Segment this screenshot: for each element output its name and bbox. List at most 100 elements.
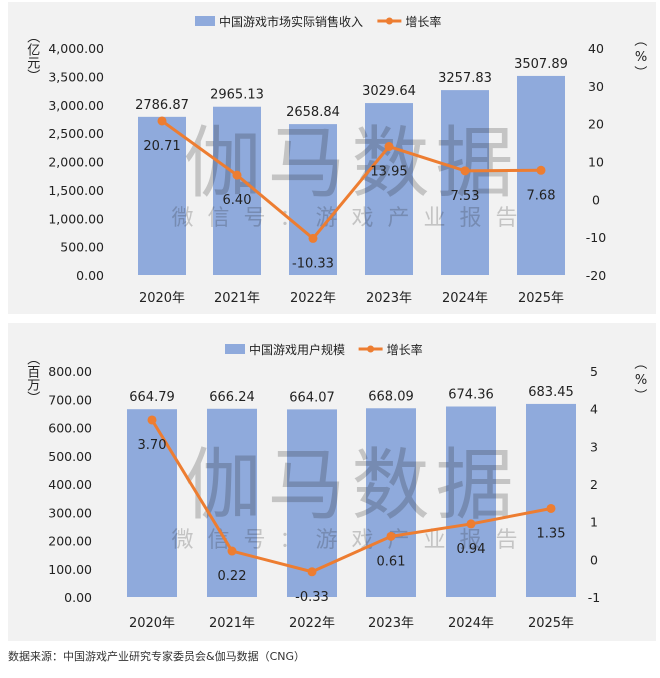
growth-rate-label: 1.35 xyxy=(537,526,566,541)
left-axis-tick: 500.00 xyxy=(60,240,104,255)
bar xyxy=(446,406,496,597)
x-axis-tick: 2025年 xyxy=(518,291,564,306)
bar-value-label: 2965.13 xyxy=(210,88,264,103)
left-axis-tick: 600.00 xyxy=(48,421,92,436)
x-axis-tick: 2024年 xyxy=(442,291,488,306)
left-axis-tick: 400.00 xyxy=(48,477,92,492)
growth-rate-label: 7.68 xyxy=(527,188,556,203)
legend-bar-swatch xyxy=(195,16,215,26)
bar-value-label: 3029.64 xyxy=(362,84,416,99)
growth-rate-label: 0.94 xyxy=(457,542,486,557)
bar xyxy=(138,116,186,276)
x-axis-tick: 2020年 xyxy=(139,291,185,306)
growth-rate-point xyxy=(308,233,318,243)
growth-rate-point xyxy=(384,142,394,152)
growth-rate-point xyxy=(386,531,396,541)
growth-rate-label: 6.40 xyxy=(223,193,252,208)
right-axis-unit: % xyxy=(635,373,647,388)
bar xyxy=(289,124,337,275)
legend-bar-swatch xyxy=(225,344,245,354)
x-axis-tick: 2021年 xyxy=(214,291,260,306)
bar xyxy=(517,75,565,275)
growth-rate-point xyxy=(232,170,242,180)
right-axis-unit: % xyxy=(635,50,647,65)
bar xyxy=(366,408,416,597)
growth-rate-point xyxy=(307,567,317,577)
right-axis-tick: 20 xyxy=(588,117,604,132)
growth-rate-label: 7.53 xyxy=(451,189,480,204)
growth-rate-label: 13.95 xyxy=(370,165,407,180)
growth-rate-line xyxy=(150,419,552,574)
left-axis-tick: 0.00 xyxy=(76,268,104,283)
bar-value-label: 2658.84 xyxy=(286,105,340,120)
x-axis-tick: 2020年 xyxy=(129,616,175,631)
right-axis-tick: 3 xyxy=(590,439,598,454)
right-axis-tick: 5 xyxy=(590,364,598,379)
legend-line-marker xyxy=(367,345,375,353)
growth-rate-label: 20.71 xyxy=(143,139,180,154)
growth-rate-point xyxy=(466,519,476,529)
right-axis-tick: 1 xyxy=(590,515,598,530)
right-axis-tick: 40 xyxy=(588,41,604,56)
right-axis-tick: 4 xyxy=(590,402,598,417)
right-axis-unit: （ xyxy=(632,356,647,369)
bar xyxy=(526,403,576,597)
source-note: 数据来源：中国游戏产业研究专家委员会&伽马数据（CNG） xyxy=(8,650,306,663)
growth-rate-label: 3.70 xyxy=(138,438,167,453)
left-axis-tick: 300.00 xyxy=(48,505,92,520)
left-axis-tick: 800.00 xyxy=(48,364,92,379)
left-axis-tick: 500.00 xyxy=(48,449,92,464)
bar-value-label: 664.07 xyxy=(289,390,335,405)
growth-rate-point xyxy=(157,116,167,126)
bar-value-label: 668.09 xyxy=(368,389,414,404)
bar xyxy=(441,90,489,275)
bar-value-label: 674.36 xyxy=(448,387,494,402)
left-axis-tick: 3,500.00 xyxy=(48,69,104,84)
right-axis-tick: 30 xyxy=(588,79,604,94)
growth-rate-point xyxy=(460,166,470,176)
x-axis-tick: 2025年 xyxy=(528,616,574,631)
left-axis-tick: 4,000.00 xyxy=(48,41,104,56)
right-axis-tick: -10 xyxy=(586,230,606,245)
watermark-main: 伽马数据 xyxy=(183,441,519,531)
right-axis-tick: -20 xyxy=(586,268,606,283)
bar-value-label: 664.79 xyxy=(129,390,175,405)
right-axis-tick: 10 xyxy=(588,155,604,170)
right-axis-unit: （ xyxy=(632,33,647,46)
left-axis-unit: （亿元） xyxy=(24,30,40,82)
bar-value-label: 666.24 xyxy=(209,390,255,405)
right-axis-tick: 0 xyxy=(590,552,598,567)
right-axis-tick: 0 xyxy=(592,192,600,207)
right-axis-unit: ） xyxy=(632,65,647,78)
x-axis-tick: 2022年 xyxy=(290,291,336,306)
growth-rate-label: -10.33 xyxy=(292,256,334,271)
growth-rate-label: 0.22 xyxy=(218,569,247,584)
left-axis-unit: （百万） xyxy=(24,352,40,404)
growth-rate-line xyxy=(161,119,542,240)
bar xyxy=(365,103,413,275)
left-axis-tick: 2,500.00 xyxy=(48,126,104,141)
growth-rate-point xyxy=(546,503,556,513)
x-axis-tick: 2021年 xyxy=(209,616,255,631)
growth-rate-point xyxy=(227,546,237,556)
bar xyxy=(207,408,257,597)
right-axis-unit: ） xyxy=(632,388,647,401)
bar-value-label: 3257.83 xyxy=(438,71,492,86)
growth-rate-point xyxy=(147,415,157,425)
left-axis-tick: 0.00 xyxy=(64,590,92,605)
x-axis-tick: 2024年 xyxy=(448,616,494,631)
bar-value-label: 3507.89 xyxy=(514,57,568,72)
right-axis-tick: -1 xyxy=(588,590,600,605)
x-axis-tick: 2023年 xyxy=(366,291,412,306)
left-axis-tick: 200.00 xyxy=(48,534,92,549)
growth-rate-label: -0.33 xyxy=(295,590,329,605)
legend-line-marker xyxy=(385,17,393,25)
bar xyxy=(127,409,177,597)
left-axis-tick: 3,000.00 xyxy=(48,98,104,113)
right-axis-tick: 2 xyxy=(590,477,598,492)
legend-line-label: 增长率 xyxy=(387,342,423,357)
growth-rate-point xyxy=(536,165,546,175)
left-axis-tick: 1,500.00 xyxy=(48,183,104,198)
left-axis-tick: 2,000.00 xyxy=(48,155,104,170)
